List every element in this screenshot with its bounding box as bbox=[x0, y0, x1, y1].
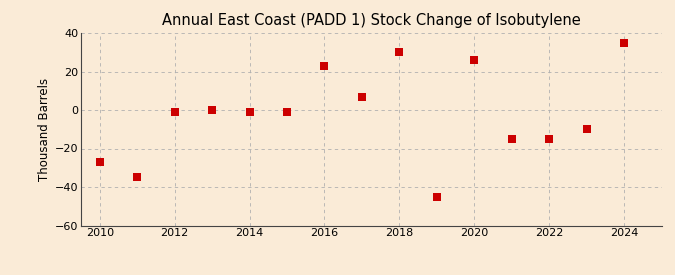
Point bbox=[581, 127, 592, 131]
Point bbox=[356, 94, 367, 99]
Point bbox=[431, 194, 442, 199]
Point bbox=[544, 137, 555, 141]
Point bbox=[394, 50, 405, 54]
Point bbox=[319, 64, 330, 68]
Point bbox=[207, 108, 217, 112]
Point bbox=[132, 175, 142, 180]
Y-axis label: Thousand Barrels: Thousand Barrels bbox=[38, 78, 51, 181]
Point bbox=[469, 58, 480, 62]
Point bbox=[619, 40, 630, 45]
Point bbox=[506, 137, 517, 141]
Point bbox=[244, 110, 255, 114]
Title: Annual East Coast (PADD 1) Stock Change of Isobutylene: Annual East Coast (PADD 1) Stock Change … bbox=[162, 13, 580, 28]
Point bbox=[281, 110, 292, 114]
Point bbox=[169, 110, 180, 114]
Point bbox=[95, 160, 105, 164]
